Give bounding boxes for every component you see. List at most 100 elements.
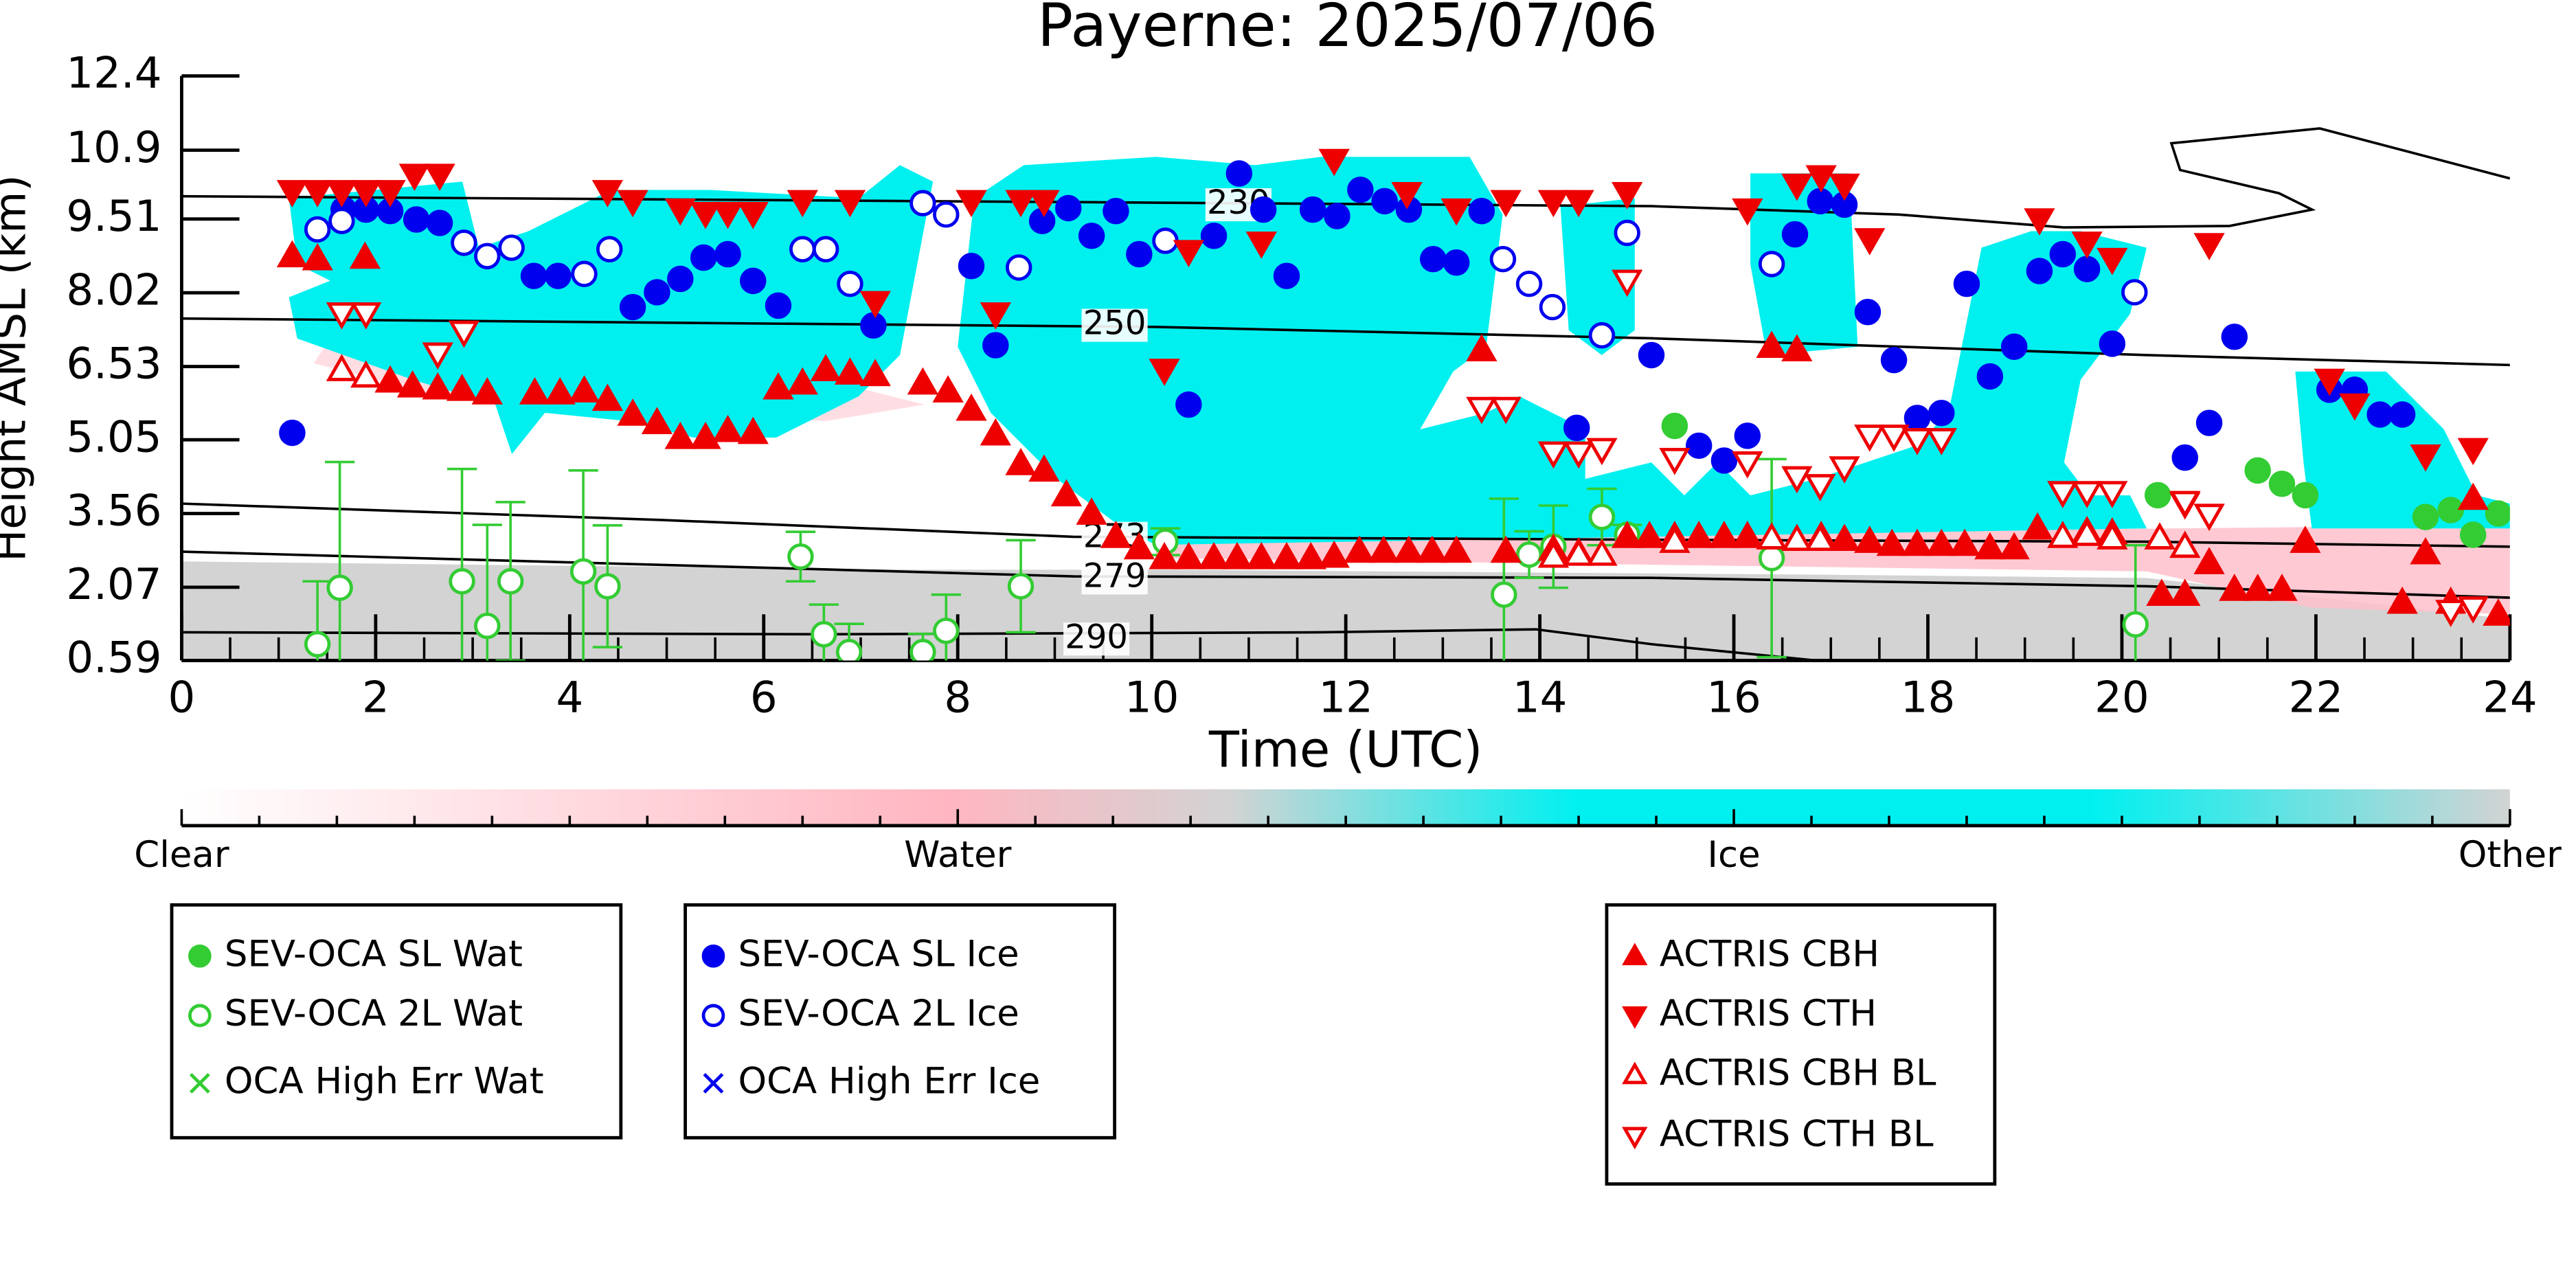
point [1440, 198, 1472, 226]
point [2266, 574, 2298, 601]
point [1903, 405, 1931, 431]
point [2366, 401, 2393, 428]
point [2193, 547, 2225, 574]
point [1732, 521, 1763, 548]
point [1007, 573, 1035, 600]
point [497, 568, 524, 595]
point [765, 292, 792, 319]
point [1245, 231, 1277, 259]
point [1901, 528, 1933, 556]
point [1368, 535, 1399, 563]
point [1976, 363, 2004, 390]
point [2483, 598, 2510, 626]
y-tick-label: 6.53 [66, 339, 161, 389]
point [2339, 393, 2371, 421]
point [2314, 368, 2345, 396]
point [304, 216, 331, 243]
contour-label-bg [1063, 622, 1130, 656]
point [276, 240, 308, 268]
y-axis-label: Height AMSL (km) [0, 174, 35, 561]
y-tick-label: 9.51 [66, 191, 161, 241]
point [302, 180, 333, 207]
point [787, 190, 818, 218]
point [2410, 536, 2441, 565]
point [571, 260, 598, 288]
point [1854, 299, 1882, 326]
contour-line [181, 317, 2510, 367]
point [1198, 542, 1230, 569]
point [1344, 535, 1375, 563]
ice-area [958, 157, 2147, 545]
point [1515, 270, 1543, 297]
point [2122, 611, 2149, 638]
point [1612, 521, 1643, 548]
legend-label: ACTRIS CBH BL [1660, 1052, 1936, 1094]
point [2292, 482, 2319, 509]
point [448, 320, 480, 348]
point [1974, 532, 2006, 560]
point [1732, 451, 1763, 479]
point [1998, 532, 2030, 560]
point [1028, 190, 1060, 218]
point [714, 240, 741, 268]
point [328, 207, 355, 234]
point [2193, 233, 2225, 260]
point [1588, 504, 1616, 530]
point [2435, 600, 2467, 627]
point [1076, 497, 1107, 525]
contour-label: 250 [1083, 304, 1146, 343]
point [1925, 528, 1957, 556]
point [302, 242, 333, 271]
x-tick-label: 4 [556, 672, 583, 722]
legend-marker [1622, 1127, 1648, 1150]
point [544, 377, 576, 405]
point [644, 279, 670, 306]
point [2026, 258, 2053, 284]
legend-box [1605, 903, 1997, 1186]
legend-label: ACTRIS CBH [1660, 933, 1879, 975]
y-tick-label: 12.4 [66, 48, 161, 98]
point [909, 639, 936, 661]
legend-marker [188, 1004, 212, 1028]
point [1781, 466, 1813, 494]
point [1489, 245, 1517, 273]
point [837, 270, 863, 297]
point [1200, 223, 1228, 249]
point [956, 393, 987, 421]
point [1925, 428, 1957, 455]
legend-box [170, 903, 623, 1140]
point [1420, 245, 1447, 273]
point [860, 312, 887, 339]
point [2022, 512, 2053, 540]
point [591, 180, 624, 207]
x-tick-label: 20 [2094, 672, 2149, 722]
point [1175, 391, 1202, 418]
point [2071, 231, 2103, 259]
legend-label: ACTRIS CTH [1660, 993, 1877, 1035]
point [326, 302, 358, 330]
x-tick-label: 14 [1513, 672, 1568, 722]
point [2219, 574, 2250, 601]
point [396, 370, 429, 398]
point [1371, 188, 1398, 215]
point [1854, 526, 1886, 553]
point [1781, 334, 1813, 362]
point [1708, 521, 1740, 548]
point [1491, 581, 1517, 608]
x-tick-label: 24 [2483, 672, 2538, 722]
point [2437, 497, 2464, 523]
legend-marker [1622, 1061, 1648, 1085]
point [812, 236, 839, 262]
point [1221, 542, 1253, 569]
point [1123, 532, 1155, 560]
legend-marker [701, 1004, 725, 1028]
point [2099, 330, 2126, 357]
point [619, 293, 646, 321]
point [471, 377, 503, 405]
legend-label: OCA High Err Ice [738, 1061, 1041, 1103]
legend-label: SEV-OCA SL Ice [738, 933, 1019, 975]
point [2146, 578, 2178, 606]
point [690, 244, 717, 271]
point [1876, 528, 1908, 556]
point [1805, 523, 1836, 552]
